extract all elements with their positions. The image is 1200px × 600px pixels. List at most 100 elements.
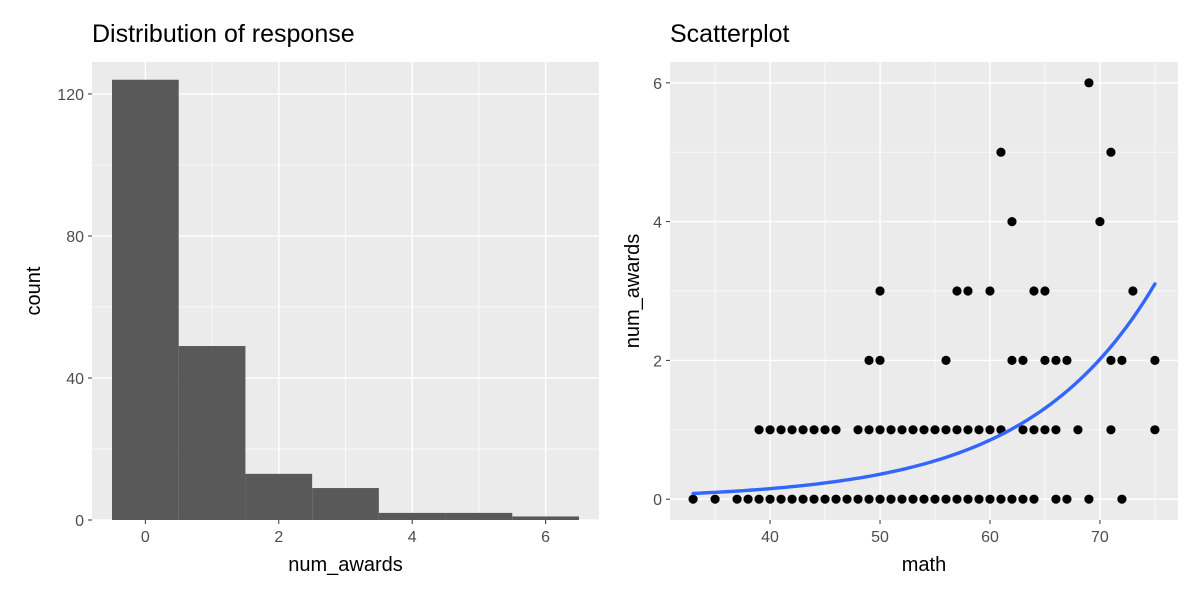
x-tick-label: 60 — [981, 529, 999, 546]
scatter-point — [1018, 425, 1028, 435]
histogram-y-ticks: 0 40 80 120 — [57, 87, 92, 530]
scatter-y-axis-title: num_awards — [622, 234, 644, 349]
scatter-point — [1128, 286, 1138, 296]
x-tick-label: 0 — [141, 529, 150, 546]
scatter-point — [864, 355, 874, 365]
scatter-point — [1051, 425, 1061, 435]
histogram-bar — [112, 79, 179, 520]
scatter-point — [1106, 425, 1116, 435]
scatter-point — [798, 494, 808, 504]
scatter-point — [952, 494, 962, 504]
scatter-point — [809, 425, 819, 435]
scatter-point — [853, 425, 863, 435]
scatter-point — [842, 494, 852, 504]
histogram-bar — [312, 488, 379, 520]
scatter-y-ticks: 0 2 4 6 — [653, 76, 670, 509]
scatter-point — [1051, 355, 1061, 365]
scatter-point — [1073, 425, 1083, 435]
scatter-point — [1095, 217, 1105, 227]
scatter-point — [919, 425, 929, 435]
scatter-point — [787, 494, 797, 504]
scatter-point — [864, 425, 874, 435]
y-tick-label: 80 — [66, 229, 84, 246]
x-tick-label: 2 — [274, 529, 283, 546]
scatter-point — [1062, 355, 1072, 365]
scatter-point — [1029, 494, 1039, 504]
scatter-point — [732, 494, 742, 504]
scatter-point — [743, 494, 753, 504]
x-tick-label: 40 — [761, 529, 779, 546]
x-tick-label: 70 — [1091, 529, 1109, 546]
scatter-title: Scatterplot — [670, 20, 790, 48]
scatter-point — [875, 425, 885, 435]
scatter-point — [809, 494, 819, 504]
scatter-point — [996, 147, 1006, 157]
scatter-point — [1117, 355, 1127, 365]
scatter-point — [886, 425, 896, 435]
scatter-point — [820, 425, 830, 435]
scatter-point — [1029, 286, 1039, 296]
y-tick-label: 0 — [653, 492, 662, 509]
histogram-y-axis-title: count — [23, 266, 45, 315]
scatter-point — [897, 425, 907, 435]
scatter-point — [754, 494, 764, 504]
scatter-point — [1106, 147, 1116, 157]
scatter-point — [908, 425, 918, 435]
scatter-point — [963, 494, 973, 504]
histogram-chart: Distribution of response 0 2 4 6 0 40 80 120 n… — [23, 20, 599, 576]
scatter-point — [1150, 355, 1160, 365]
scatter-point — [1150, 425, 1160, 435]
scatter-point — [765, 494, 775, 504]
scatter-point — [985, 494, 995, 504]
scatter-point — [776, 494, 786, 504]
scatter-point — [875, 355, 885, 365]
scatter-point — [974, 425, 984, 435]
scatter-point — [1084, 494, 1094, 504]
x-tick-label: 6 — [541, 529, 550, 546]
y-tick-label: 4 — [653, 215, 662, 232]
scatter-point — [831, 494, 841, 504]
scatter-point — [710, 494, 720, 504]
scatter-point — [897, 494, 907, 504]
scatter-chart: Scatterplot 40 50 60 70 0 2 4 6 math num_award… — [622, 20, 1178, 576]
histogram-bars — [112, 79, 579, 520]
scatter-x-axis-title: math — [902, 554, 946, 576]
scatter-point — [952, 425, 962, 435]
scatter-point — [952, 286, 962, 296]
scatter-point — [974, 494, 984, 504]
scatter-point — [754, 425, 764, 435]
scatter-point — [941, 355, 951, 365]
scatter-point — [1062, 494, 1072, 504]
histogram-title: Distribution of response — [92, 20, 355, 48]
scatter-point — [1040, 425, 1050, 435]
scatter-point — [1051, 494, 1061, 504]
scatter-point — [688, 494, 698, 504]
scatter-point — [908, 494, 918, 504]
scatter-points — [688, 78, 1160, 504]
histogram-x-ticks: 0 2 4 6 — [141, 520, 550, 546]
y-tick-label: 120 — [57, 87, 84, 104]
y-tick-label: 40 — [66, 371, 84, 388]
scatter-point — [1018, 355, 1028, 365]
y-tick-label: 6 — [653, 76, 662, 93]
scatter-point — [1018, 494, 1028, 504]
poisson-fit-line — [691, 282, 1157, 496]
histogram-bar — [445, 512, 513, 520]
scatter-point — [765, 425, 775, 435]
scatter-point — [930, 494, 940, 504]
scatter-point — [798, 425, 808, 435]
scatter-point — [1029, 425, 1039, 435]
scatter-point — [831, 425, 841, 435]
scatter-point — [963, 425, 973, 435]
histogram-bar — [378, 512, 446, 520]
y-tick-label: 2 — [653, 353, 662, 370]
scatter-point — [1007, 355, 1017, 365]
scatter-point — [1040, 286, 1050, 296]
scatter-point — [820, 494, 830, 504]
scatter-point — [919, 494, 929, 504]
histogram-bar — [178, 346, 246, 520]
scatter-point — [941, 425, 951, 435]
scatter-point — [930, 425, 940, 435]
scatter-point — [1007, 217, 1017, 227]
